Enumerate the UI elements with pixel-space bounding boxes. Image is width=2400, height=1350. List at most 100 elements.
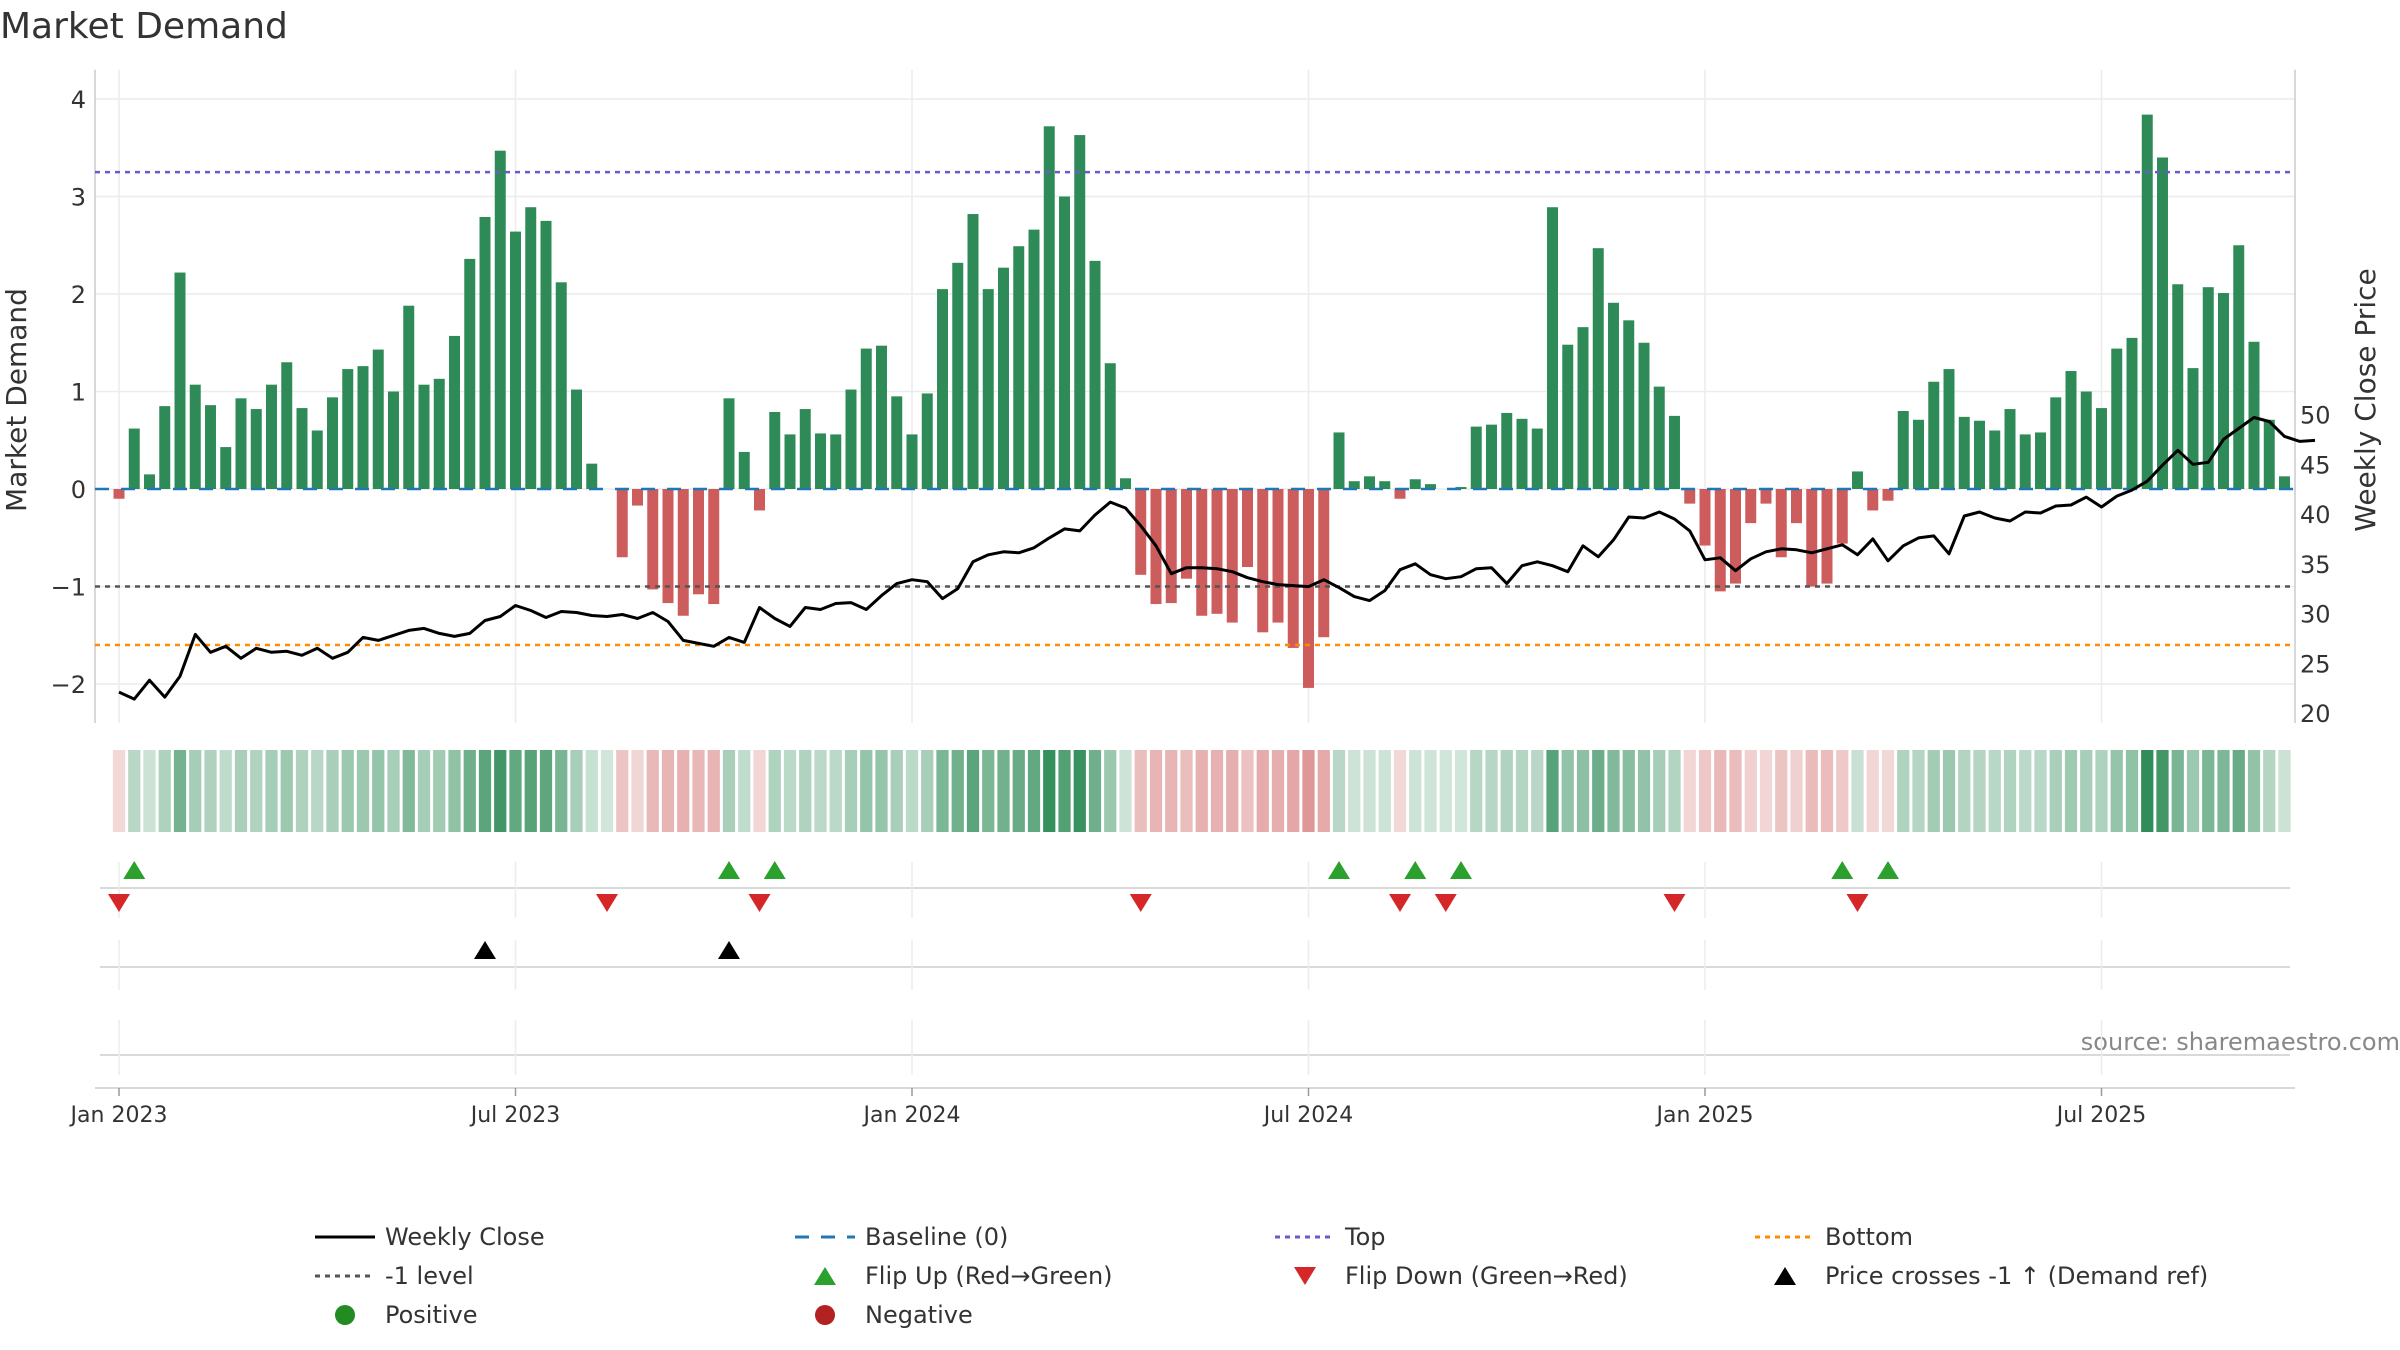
demand-tile [341, 750, 354, 832]
demand-bar-positive [357, 366, 369, 489]
demand-tile [707, 750, 720, 832]
demand-tile [1714, 750, 1727, 832]
demand-tile [1454, 750, 1468, 832]
demand-tile [204, 750, 217, 832]
demand-bar-negative [708, 489, 720, 605]
y2-tick-label: 25 [2300, 650, 2331, 678]
demand-tile [2186, 750, 2200, 832]
demand-bar-positive [174, 272, 186, 489]
demand-tile [860, 750, 873, 832]
y2-tick-label: 40 [2300, 501, 2331, 529]
demand-bar-positive [571, 389, 582, 489]
legend-label: Flip Down (Green→Red) [1345, 1262, 1628, 1290]
demand-tile [402, 750, 415, 832]
demand-tile [417, 750, 431, 832]
demand-bar-negative [1775, 489, 1787, 558]
demand-bar-positive [2218, 293, 2229, 489]
demand-tile [585, 750, 598, 832]
legend-swatch [814, 1267, 836, 1285]
flip-up-marker [718, 861, 740, 879]
demand-tile [2095, 750, 2108, 832]
demand-bar-positive [1974, 420, 1985, 489]
demand-bar-negative [1226, 489, 1238, 623]
demand-tile [295, 750, 309, 832]
demand-bar-positive [189, 384, 201, 489]
demand-tile [1058, 750, 1071, 832]
demand-tile [646, 750, 659, 832]
demand-bar-negative [1714, 489, 1726, 592]
demand-tile [1485, 750, 1498, 832]
flip-down-marker [748, 894, 771, 912]
demand-tile [494, 750, 507, 832]
x-tick-label: Jan 2023 [69, 1103, 168, 1128]
x-tick-label: Jul 2024 [1262, 1103, 1354, 1128]
demand-bar-positive [845, 389, 857, 489]
demand-tile [982, 750, 995, 832]
demand-bar-positive [1486, 424, 1497, 489]
demand-tile [1851, 750, 1864, 832]
demand-bar-positive [2187, 368, 2199, 489]
demand-bar-negative [1684, 489, 1696, 504]
demand-bar-positive [2263, 419, 2275, 489]
demand-tile [1073, 750, 1086, 832]
demand-tile [1470, 750, 1483, 832]
demand-tile [814, 750, 827, 832]
demand-bar-negative [616, 489, 628, 558]
demand-tile [2278, 750, 2291, 832]
demand-bar-positive [1562, 344, 1574, 489]
demand-bar-positive [723, 398, 735, 489]
price-cross-panel [100, 940, 2290, 990]
demand-bar-positive [1547, 207, 1558, 489]
legend-entry: Negative [815, 1301, 973, 1329]
demand-bar-positive [1501, 412, 1513, 489]
demand-bar-negative [1165, 489, 1177, 604]
demand-tile [478, 750, 492, 832]
demand-tile [1195, 750, 1208, 832]
demand-bar-negative [693, 489, 704, 595]
demand-tile [1348, 750, 1361, 832]
y2-tick-label: 35 [2300, 551, 2331, 579]
demand-bar-negative [1272, 489, 1284, 623]
demand-bar-positive [1669, 415, 1680, 489]
demand-bar-positive [784, 434, 796, 489]
demand-tile [997, 750, 1010, 832]
legend-swatch [1294, 1267, 1316, 1285]
demand-bar-positive [830, 434, 842, 489]
demand-tile [2049, 750, 2062, 832]
demand-tile [158, 750, 171, 832]
demand-tile [2034, 750, 2047, 832]
demand-bar-positive [128, 428, 140, 489]
flip-down-marker [1389, 894, 1411, 912]
demand-bar-positive [952, 262, 964, 489]
demand-bar-positive [1943, 369, 1955, 489]
demand-tile [372, 750, 385, 832]
demand-bar-positive [738, 451, 750, 489]
demand-tile [189, 750, 202, 832]
demand-bar-positive [540, 220, 552, 489]
demand-bar-positive [555, 282, 567, 489]
demand-bar-positive [2279, 476, 2290, 489]
demand-bar-positive [1638, 342, 1650, 489]
demand-bar-positive [510, 231, 521, 489]
weekly-close-line [118, 416, 2316, 701]
demand-tile [1561, 750, 1574, 832]
demand-bar-positive [1089, 260, 1101, 489]
demand-tile [2217, 750, 2230, 832]
demand-bar-positive [327, 397, 338, 489]
y2-tick-label: 20 [2300, 700, 2331, 728]
demand-bar-negative [662, 489, 674, 604]
demand-tile [1287, 750, 1300, 832]
demand-bar-negative [1196, 489, 1208, 616]
y2-tick-label: 50 [2300, 402, 2331, 430]
y2-axis-label: Weekly Close Price [2349, 268, 2382, 531]
demand-tile [1088, 750, 1102, 832]
demand-tile [2171, 750, 2184, 832]
flip-up-marker [1404, 861, 1427, 879]
demand-bar-negative [1806, 489, 1818, 587]
demand-bar-positive [876, 345, 887, 489]
demand-tile [1256, 750, 1269, 832]
demand-tile [1378, 750, 1391, 832]
demand-bar-positive [982, 289, 994, 489]
demand-tile [280, 750, 293, 832]
